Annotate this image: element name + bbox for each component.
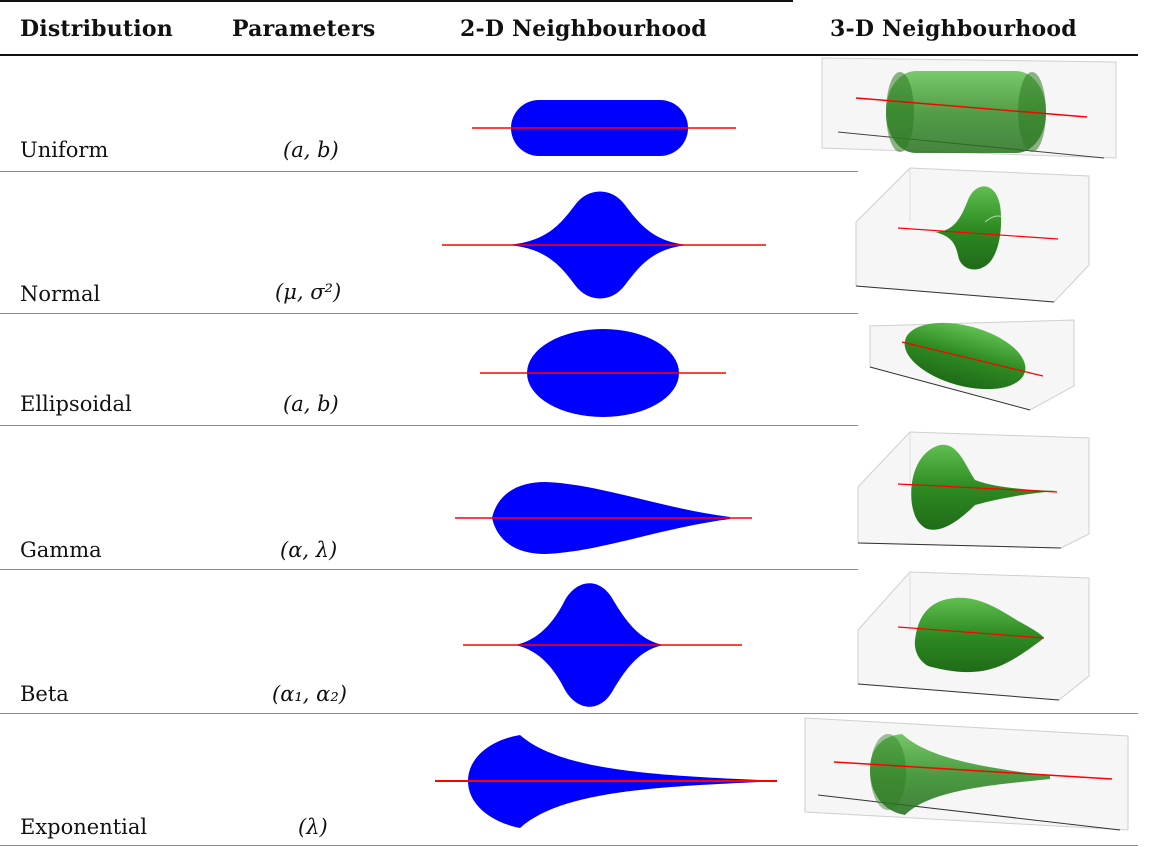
row-rule-1 [0, 171, 858, 172]
exponential-2d-shape [468, 735, 760, 828]
row-normal-params: (μ, σ²) [275, 280, 342, 304]
header-parameters: Parameters [232, 16, 376, 42]
header-2d-neighbourhood: 2-D Neighbourhood [460, 16, 707, 42]
row-rule-2 [0, 313, 858, 314]
ellipsoidal-3d-shape [869, 319, 1075, 411]
gamma-3d-shape [857, 431, 1090, 549]
row-exponential-params: (λ) [298, 815, 328, 839]
row-uniform-name: Uniform [20, 138, 109, 162]
row-rule-4 [0, 569, 858, 570]
gamma-2d-shape [492, 482, 730, 554]
row-gamma-params: (α, λ) [280, 538, 338, 562]
uniform-3d-shape [821, 57, 1117, 159]
row-rule-5 [0, 713, 1138, 714]
header-3d-neighbourhood: 3-D Neighbourhood [830, 16, 1077, 42]
bottom-rule [0, 845, 1138, 846]
beta-3d-shape [857, 571, 1090, 701]
ellipsoidal-2d-shape [527, 329, 679, 417]
normal-2d-shape [505, 191, 690, 299]
row-rule-3 [0, 425, 858, 426]
row-beta-params: (α₁, α₂) [272, 682, 347, 706]
row-normal-name: Normal [20, 282, 101, 306]
row-gamma-name: Gamma [20, 538, 102, 562]
row-ellipsoidal-params: (a, b) [283, 392, 339, 416]
row-uniform-params: (a, b) [283, 138, 339, 162]
row-beta-name: Beta [20, 682, 69, 706]
header-distribution: Distribution [20, 16, 173, 42]
beta-2d-shape [515, 583, 665, 707]
uniform-2d-shape [511, 100, 688, 156]
normal-3d-shape [855, 167, 1090, 303]
header-rule [0, 54, 1138, 56]
top-rule [0, 0, 793, 2]
row-ellipsoidal-name: Ellipsoidal [20, 392, 132, 416]
row-exponential-name: Exponential [20, 815, 148, 839]
exponential-3d-shape [804, 717, 1129, 831]
